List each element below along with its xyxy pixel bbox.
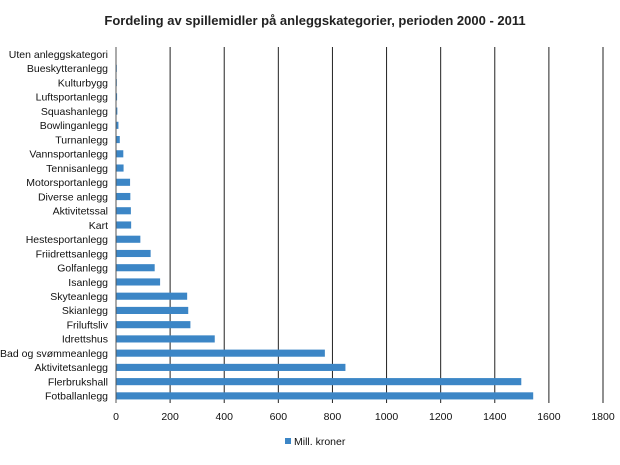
x-tick-label: 0	[113, 411, 119, 423]
x-tick-label: 1400	[483, 411, 507, 423]
bars	[116, 50, 534, 400]
bar	[116, 264, 155, 272]
x-tick-label: 1800	[591, 411, 615, 423]
category-label: Aktivitetssal	[53, 206, 108, 218]
bar	[116, 235, 141, 243]
bar	[116, 178, 131, 186]
category-label: Squashanlegg	[41, 106, 108, 118]
x-tick-label: 1000	[375, 411, 399, 423]
category-label: Kulturbygg	[58, 77, 108, 89]
bar	[116, 349, 325, 357]
category-label: Bad og svømmeanlegg	[0, 348, 108, 360]
category-label: Isanlegg	[68, 277, 108, 289]
category-label: Skyteanlegg	[50, 291, 108, 303]
bar	[116, 192, 131, 201]
bar	[116, 363, 346, 371]
bar	[116, 150, 124, 158]
bar	[116, 249, 151, 258]
category-label: Idrettshus	[62, 334, 108, 346]
x-tick-label: 400	[215, 411, 233, 423]
category-label: Vannsportanlegg	[29, 149, 108, 161]
bar	[116, 278, 161, 286]
bar	[116, 392, 534, 400]
category-label: Kart	[89, 220, 108, 232]
bar	[116, 164, 124, 172]
category-label: Bowlinganlegg	[40, 120, 108, 132]
bar	[116, 221, 132, 229]
category-label: Uten anleggskategori	[9, 49, 108, 61]
bar	[116, 207, 131, 215]
x-tick-label: 1600	[537, 411, 561, 423]
x-tick-label: 200	[161, 411, 179, 423]
grid-lines	[169, 47, 604, 403]
category-label: Diverse anlegg	[38, 191, 108, 203]
bar	[116, 321, 191, 329]
category-labels: Uten anleggskategori Bueskytteranlegg Kult…	[0, 49, 109, 403]
category-label: Fotballanlegg	[45, 391, 108, 403]
bar	[116, 121, 119, 129]
x-axis-ticks: 0 200 400 600 800 1000 1200 1400 1600 1800	[113, 411, 615, 423]
bar	[116, 292, 188, 300]
x-tick-label: 600	[270, 411, 288, 423]
legend-swatch	[285, 438, 291, 444]
bar	[116, 378, 522, 386]
legend: Mill. kroner	[285, 436, 346, 448]
category-label: Turnanlegg	[55, 134, 108, 146]
category-label: Golfanlegg	[57, 263, 108, 275]
x-tick-label: 1200	[429, 411, 453, 423]
bar	[116, 107, 118, 115]
category-label: Friidrettsanlegg	[36, 248, 109, 260]
bar	[116, 136, 120, 144]
category-label: Motorsportanlegg	[26, 177, 108, 189]
bar	[116, 306, 189, 314]
category-label: Skianlegg	[62, 305, 108, 317]
category-label: Hestesportanlegg	[26, 234, 108, 246]
category-label: Tennisanlegg	[46, 163, 108, 175]
category-label: Luftsportanlegg	[36, 92, 109, 104]
category-label: Flerbrukshall	[48, 376, 108, 388]
bar	[116, 93, 118, 101]
x-tick-label: 800	[324, 411, 342, 423]
category-label: Aktivitetsanlegg	[34, 362, 108, 374]
legend-label: Mill. kroner	[294, 436, 346, 448]
category-label: Bueskytteranlegg	[27, 63, 108, 75]
bar	[116, 335, 215, 343]
chart-title: Fordeling av spillemidler på anleggskate…	[104, 13, 525, 28]
category-label: Friluftsliv	[67, 319, 109, 331]
